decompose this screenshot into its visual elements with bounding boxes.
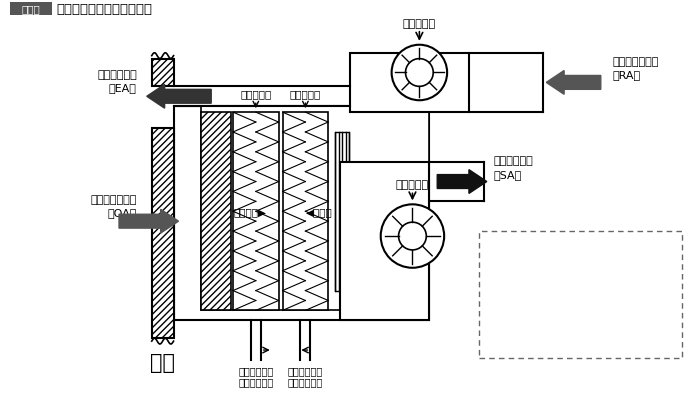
Text: 屋内からの還気
（RA）: 屋内からの還気 （RA） xyxy=(613,57,659,80)
Text: 外壁: 外壁 xyxy=(150,352,175,372)
Text: 還気ファン: 還気ファン xyxy=(403,19,436,29)
Polygon shape xyxy=(119,210,179,233)
Text: ◀加湿器: ◀加湿器 xyxy=(306,207,333,217)
Bar xyxy=(174,107,429,320)
Text: RA：Return Air（還気）: RA：Return Air（還気） xyxy=(489,283,591,293)
Bar xyxy=(10,3,52,16)
Text: OA：Outside Air（外気）: OA：Outside Air（外気） xyxy=(489,305,597,315)
Circle shape xyxy=(406,59,433,87)
Text: 図－２: 図－２ xyxy=(22,4,40,14)
Text: 屋内への給気
（SA）: 屋内への給気 （SA） xyxy=(493,156,533,179)
Bar xyxy=(283,113,328,311)
Text: 凡例: 凡例 xyxy=(489,243,503,256)
Text: EA：Exhaust Air（排気）: EA：Exhaust Air（排気） xyxy=(489,326,597,336)
Circle shape xyxy=(380,205,444,268)
Bar xyxy=(350,53,469,113)
Text: 給気ファン: 給気ファン xyxy=(396,180,429,190)
Bar xyxy=(201,107,429,311)
Text: 加熱コイル: 加熱コイル xyxy=(290,89,321,99)
Bar xyxy=(151,59,174,87)
Circle shape xyxy=(399,223,426,250)
Text: 屋外への排気
（EA）: 屋外への排気 （EA） xyxy=(97,70,137,93)
Text: SA：Supply Air（給気）: SA：Supply Air（給気） xyxy=(489,261,592,271)
Bar xyxy=(201,113,231,311)
Text: 屋外からの吸気
（OA）: 屋外からの吸気 （OA） xyxy=(91,194,137,218)
Bar xyxy=(340,162,429,320)
Text: 熱源機からの
冷水（往還）: 熱源機からの 冷水（往還） xyxy=(238,365,274,387)
Text: 冷却コイル: 冷却コイル xyxy=(240,89,272,99)
Bar xyxy=(233,113,279,311)
Text: 熱源機からの
温水（往還）: 熱源機からの 温水（往還） xyxy=(288,365,323,387)
Bar xyxy=(151,222,174,338)
Polygon shape xyxy=(547,71,601,95)
Bar xyxy=(335,133,349,291)
FancyBboxPatch shape xyxy=(479,231,682,358)
Text: 空調機における空気の流れ: 空調機における空気の流れ xyxy=(57,3,153,16)
Bar xyxy=(151,129,174,220)
Polygon shape xyxy=(147,85,211,109)
Circle shape xyxy=(392,46,447,101)
Text: フィルタ▶: フィルタ▶ xyxy=(233,207,266,217)
Polygon shape xyxy=(437,170,487,194)
